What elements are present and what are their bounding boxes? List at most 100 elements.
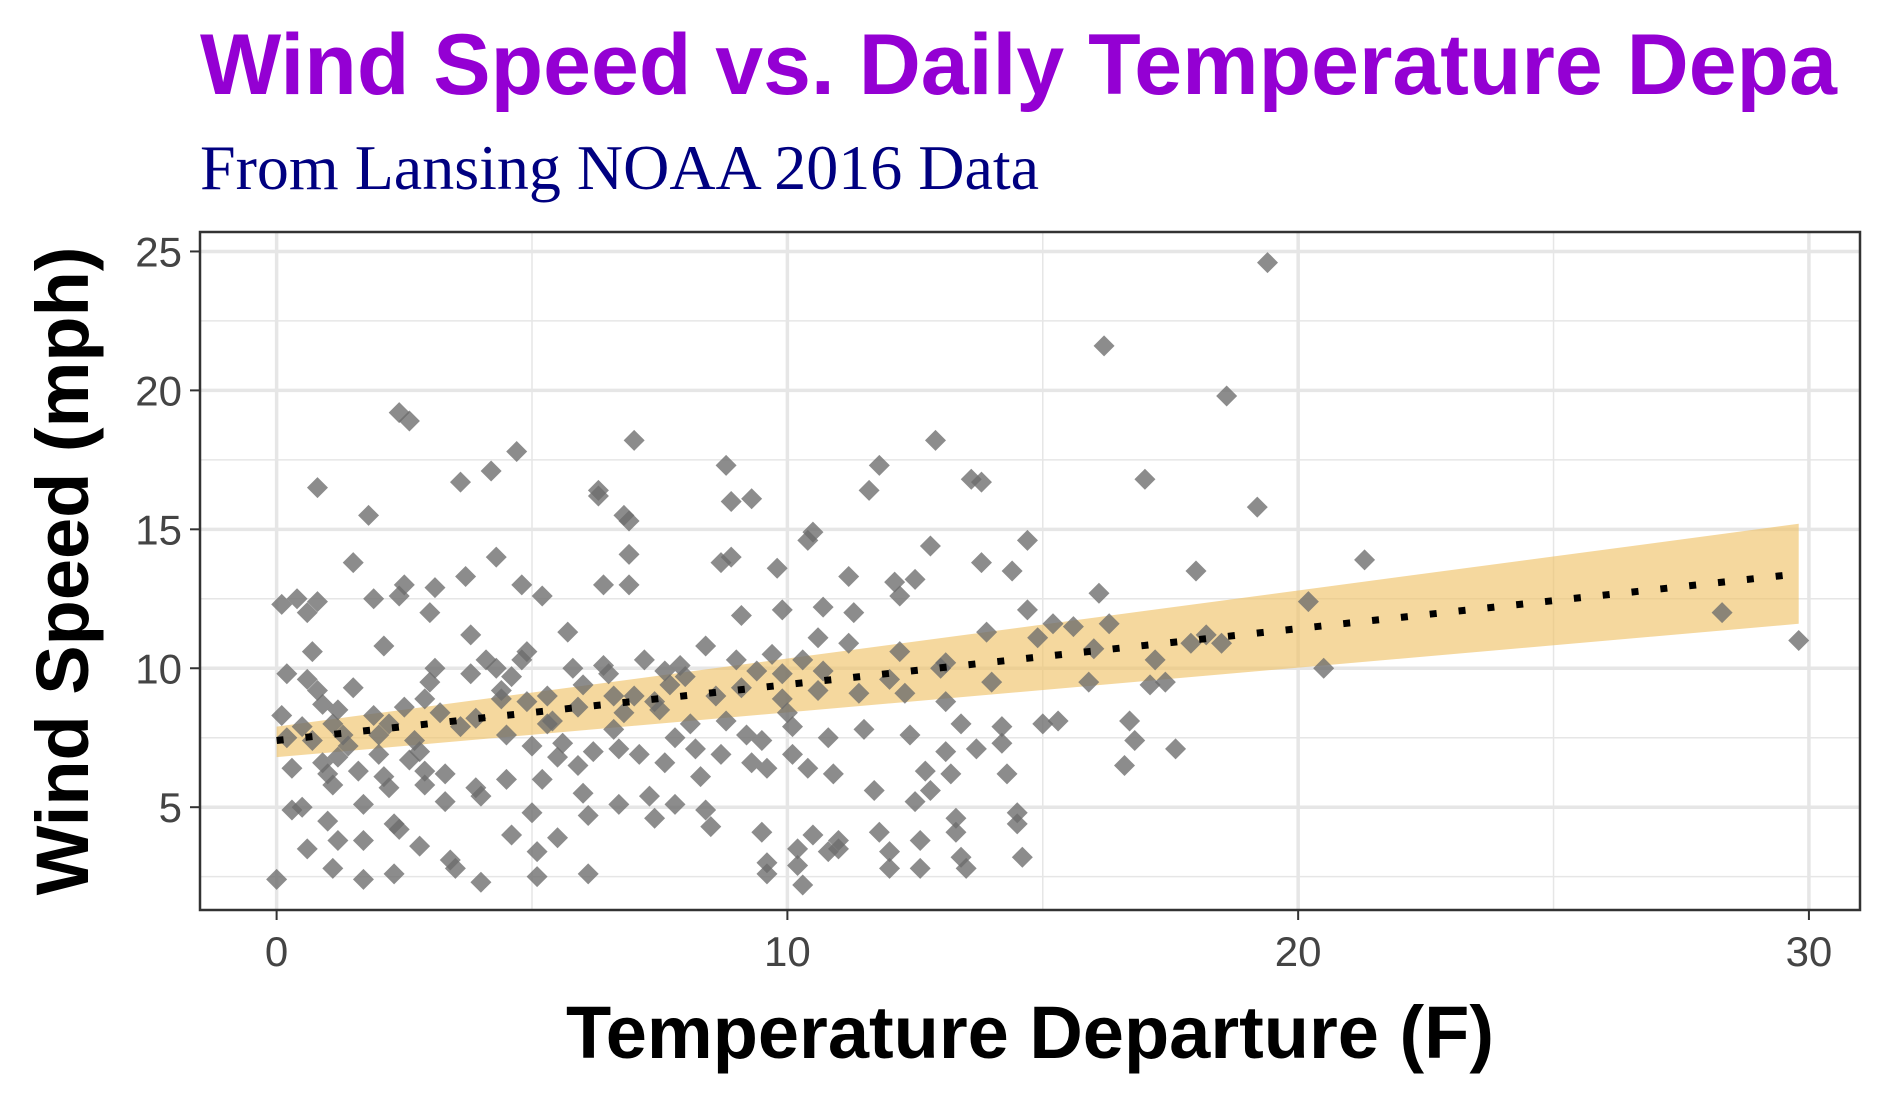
data-point — [817, 841, 839, 863]
data-point — [940, 763, 962, 785]
data-point — [536, 713, 558, 735]
data-point — [1211, 632, 1233, 654]
data-point — [981, 671, 1003, 693]
data-point — [1006, 813, 1028, 835]
data-point — [347, 760, 369, 782]
data-point — [516, 691, 538, 713]
chart-title: Wind Speed vs. Daily Temperature Depa — [200, 17, 1837, 113]
data-point — [1062, 616, 1084, 638]
data-point — [587, 485, 609, 507]
data-point — [909, 830, 931, 852]
plot-panel-border — [198, 230, 1862, 912]
data-point — [766, 557, 788, 579]
data-point — [322, 774, 344, 796]
data-point — [613, 702, 635, 724]
data-point — [756, 852, 778, 874]
data-point — [603, 718, 625, 740]
data-point — [628, 743, 650, 765]
data-point — [480, 460, 502, 482]
data-point — [781, 716, 803, 738]
data-point — [787, 855, 809, 877]
data-point — [363, 588, 385, 610]
data-point — [567, 755, 589, 777]
y-tick-label: 20 — [135, 367, 182, 414]
data-point — [1124, 730, 1146, 751]
data-point — [475, 649, 497, 671]
y-tick-label: 10 — [135, 645, 182, 692]
data-point — [521, 802, 543, 824]
data-point — [1297, 591, 1319, 613]
data-point — [383, 863, 405, 885]
data-point — [730, 604, 752, 626]
data-point — [327, 830, 349, 852]
data-point — [414, 760, 436, 782]
data-point — [1001, 560, 1023, 582]
data-point — [516, 641, 538, 663]
data-point — [485, 546, 507, 568]
data-point — [684, 738, 706, 760]
data-point — [291, 796, 313, 818]
data-point — [868, 454, 890, 476]
data-point — [317, 810, 339, 832]
data-point — [919, 780, 941, 802]
data-point — [531, 768, 553, 790]
data-point — [970, 471, 992, 493]
data-point — [409, 835, 431, 857]
data-point — [710, 743, 732, 765]
data-point — [802, 824, 824, 846]
data-point — [812, 596, 834, 618]
data-point — [363, 704, 385, 726]
data-point — [582, 741, 604, 763]
data-point — [792, 649, 814, 671]
data-point — [715, 454, 737, 476]
data-point — [526, 841, 548, 863]
data-point — [618, 543, 640, 565]
data-point — [838, 566, 860, 588]
data-point — [925, 429, 947, 451]
data-point — [495, 724, 517, 746]
data-point — [322, 857, 344, 879]
data-point — [679, 713, 701, 735]
data-point — [322, 713, 344, 735]
data-point — [935, 741, 957, 763]
data-point — [552, 732, 574, 754]
data-point — [919, 535, 941, 557]
data-point — [914, 760, 936, 782]
data-point — [1042, 613, 1064, 635]
data-point — [695, 635, 717, 657]
data-point — [337, 735, 359, 757]
data-point — [465, 707, 487, 729]
data-point — [741, 488, 763, 510]
data-point — [598, 663, 620, 685]
data-point — [1047, 710, 1069, 732]
data-point — [863, 780, 885, 802]
data-point — [812, 660, 834, 682]
data-point — [904, 791, 926, 813]
data-point — [899, 724, 921, 746]
data-point — [720, 491, 742, 513]
data-point — [286, 588, 308, 610]
data-point — [378, 777, 400, 799]
data-point — [1027, 627, 1049, 649]
data-point — [879, 857, 901, 879]
data-point — [434, 763, 456, 785]
data-point — [352, 793, 374, 815]
data-point — [633, 649, 655, 671]
data-point — [521, 735, 543, 757]
data-point — [608, 793, 630, 815]
data-point — [889, 585, 911, 607]
data-point — [449, 471, 471, 493]
data-point — [562, 657, 584, 679]
data-point — [1134, 468, 1156, 490]
data-point — [822, 763, 844, 785]
data-point — [1246, 496, 1268, 518]
data-point — [807, 679, 829, 701]
data-point — [894, 682, 916, 704]
data-point — [398, 410, 420, 432]
data-point — [296, 602, 318, 624]
major-gridlines — [200, 232, 1860, 910]
data-point — [501, 666, 523, 688]
data-point — [1711, 602, 1733, 624]
data-point — [393, 696, 415, 718]
